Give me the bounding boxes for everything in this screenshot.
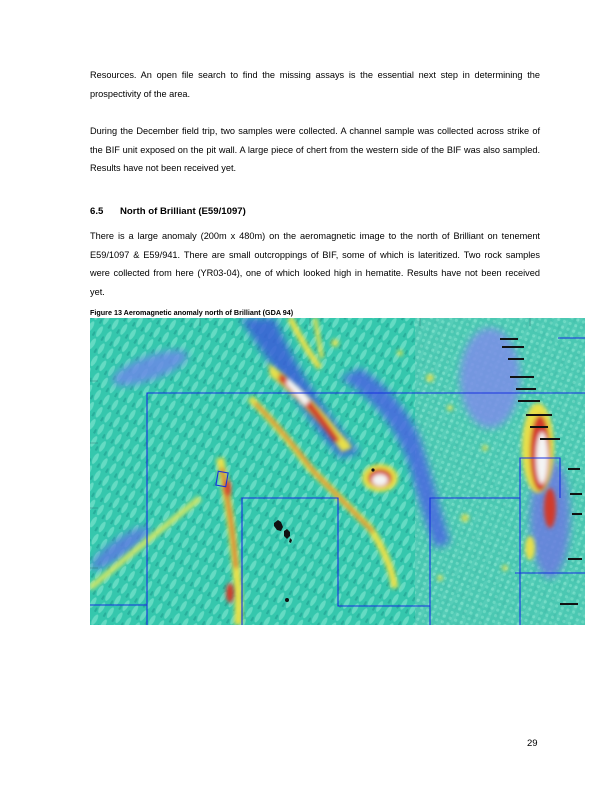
figure-caption: Figure 13 Aeromagnetic anomaly north of … [90, 308, 294, 317]
aeromagnetic-image [90, 318, 585, 625]
paragraph-field-trip: During the December field trip, two samp… [90, 126, 540, 173]
paragraph-resources: Resources. An open file search to find t… [90, 70, 540, 99]
aeromagnetic-map [90, 318, 585, 625]
section-title: North of Brilliant (E59/1097) [120, 206, 246, 217]
section-number: 6.5 [90, 206, 104, 217]
paragraph-anomaly: There is a large anomaly (200m x 480m) o… [90, 231, 540, 297]
section-heading: 6.5 North of Brilliant (E59/1097) [90, 206, 246, 217]
page-number: 29 [527, 738, 538, 749]
